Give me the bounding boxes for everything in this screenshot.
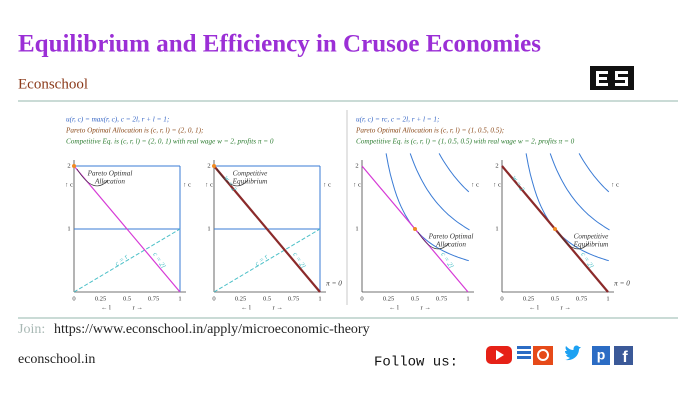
l-label: ← l xyxy=(101,304,111,311)
pointer xyxy=(216,168,249,187)
y-tick-label: 2 xyxy=(495,162,498,169)
join-label: Join: xyxy=(18,322,45,337)
x-tick-label: 0 xyxy=(360,295,363,302)
indifference-curve xyxy=(438,153,470,193)
x-tick-label: 0.5 xyxy=(411,295,419,302)
line-label: π = 0 xyxy=(326,280,342,288)
c-label: ↑ c xyxy=(471,181,479,188)
line-label: w = 2 xyxy=(510,174,526,193)
optimum xyxy=(72,164,76,168)
svg-text:p: p xyxy=(597,347,606,363)
indifference-curve xyxy=(549,153,610,231)
c-label: ↑ c xyxy=(183,181,191,188)
diagonal xyxy=(73,228,181,293)
y-tick-label: 2 xyxy=(67,162,70,169)
x-tick-label: 0.75 xyxy=(148,295,159,302)
optimum xyxy=(413,227,417,231)
annotation: Equilibrium xyxy=(232,178,268,186)
annotation: Pareto Optimal xyxy=(87,170,133,178)
title: Equilibrium and Efficiency in Crusoe Eco… xyxy=(18,31,541,58)
y-tick-label: 1 xyxy=(495,225,498,232)
pointer xyxy=(76,168,109,187)
follow-label: Follow us: xyxy=(374,355,458,371)
site[interactable]: econschool.in xyxy=(18,352,95,367)
line-label: π = 0 xyxy=(614,280,630,288)
l-label: ← l xyxy=(529,304,539,311)
x-tick-label: 0 xyxy=(212,295,215,302)
annotation: Competitive xyxy=(233,170,269,178)
svg-text:f: f xyxy=(622,349,628,366)
indifference-curve xyxy=(525,153,609,262)
l-label: ← l xyxy=(241,304,251,311)
c-label: ↑ c xyxy=(323,181,331,188)
x-tick-label: 0.25 xyxy=(95,295,106,302)
x-tick-label: 0 xyxy=(500,295,503,302)
r-label: r → xyxy=(560,304,570,311)
formula-line: Competitive Eq. is (c, r, l) = (2, 0, 1)… xyxy=(66,138,274,146)
formula-line: u(r, c) = rc, c = 2l, r + l = 1; xyxy=(356,116,439,124)
y-tick-label: 1 xyxy=(67,225,70,232)
x-tick-label: 0.5 xyxy=(551,295,559,302)
url[interactable]: https://www.econschool.in/apply/microeco… xyxy=(54,322,370,337)
x-tick-label: 0 xyxy=(72,295,75,302)
annotation: Pareto Optimal xyxy=(428,233,474,241)
social-icons[interactable]: p f xyxy=(486,345,633,367)
annotation: Allocation xyxy=(94,178,125,186)
y-tick-label: 2 xyxy=(207,162,210,169)
formula-line: Pareto Optimal Allocation is (c, r, l) =… xyxy=(65,127,203,135)
subtitle: Econschool xyxy=(18,76,88,92)
formula-line: Pareto Optimal Allocation is (c, r, l) =… xyxy=(355,127,504,135)
r-label: r → xyxy=(420,304,430,311)
annotation: Allocation xyxy=(435,241,466,249)
pointer xyxy=(557,231,590,250)
x-tick-label: 0.5 xyxy=(123,295,131,302)
price-line xyxy=(213,165,321,293)
x-tick-label: 1 xyxy=(606,295,609,302)
y-tick-label: 2 xyxy=(355,162,358,169)
optimum xyxy=(212,164,216,168)
pointer xyxy=(417,231,450,250)
x-tick-label: 0.25 xyxy=(523,295,534,302)
r-label: r → xyxy=(272,304,282,311)
line-label: c = r xyxy=(113,253,129,268)
c-label: ↑ c xyxy=(65,181,73,188)
indifference-curve xyxy=(409,153,470,231)
annotation: Competitive xyxy=(574,233,610,241)
optimum xyxy=(553,227,557,231)
annotation: Equilibrium xyxy=(573,241,609,249)
formula-line: Competitive Eq. is (c, r, l) = (1, 0.5, … xyxy=(356,138,575,146)
x-tick-label: 0.75 xyxy=(436,295,447,302)
x-tick-label: 0.75 xyxy=(288,295,299,302)
diagonal xyxy=(213,228,321,293)
x-tick-label: 0.25 xyxy=(383,295,394,302)
indifference-curve xyxy=(385,153,469,262)
x-tick-label: 1 xyxy=(466,295,469,302)
x-tick-label: 1 xyxy=(318,295,321,302)
indifference-curve xyxy=(578,153,610,193)
x-tick-label: 0.5 xyxy=(263,295,271,302)
y-tick-label: 1 xyxy=(355,225,358,232)
logo xyxy=(590,66,634,90)
line-label: c = r xyxy=(253,253,269,268)
l-label: ← l xyxy=(389,304,399,311)
y-tick-label: 1 xyxy=(207,225,210,232)
r-label: r → xyxy=(132,304,142,311)
c-label: ↑ c xyxy=(205,181,213,188)
budget-line xyxy=(73,165,181,293)
x-tick-label: 0.75 xyxy=(576,295,587,302)
c-label: ↑ c xyxy=(353,181,361,188)
c-label: ↑ c xyxy=(493,181,501,188)
x-tick-label: 1 xyxy=(178,295,181,302)
x-tick-label: 0.25 xyxy=(235,295,246,302)
c-label: ↑ c xyxy=(611,181,619,188)
formula-line: u(r, c) = max(r, c), c = 2l, r + l = 1; xyxy=(66,116,169,124)
